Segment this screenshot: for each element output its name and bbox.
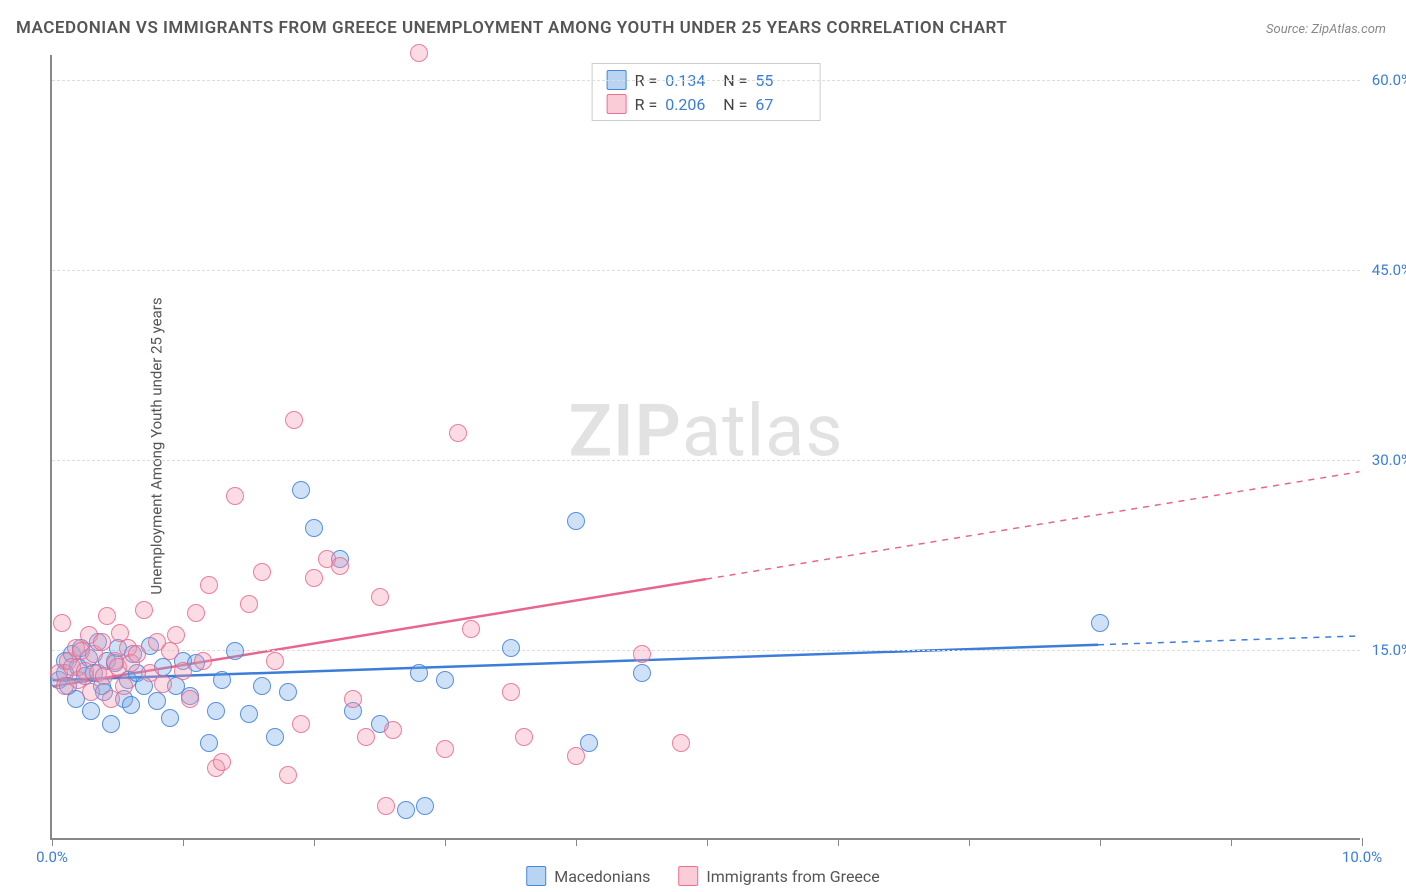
n-value: 67 xyxy=(755,95,805,114)
data-point xyxy=(266,652,284,670)
data-point xyxy=(416,797,434,815)
x-tick xyxy=(1362,838,1363,846)
x-tick-label: 10.0% xyxy=(1342,848,1382,866)
data-point xyxy=(240,595,258,613)
data-point xyxy=(449,424,467,442)
data-point xyxy=(357,728,375,746)
legend-row: R = 0.206 N = 67 xyxy=(607,92,806,116)
data-point xyxy=(292,481,310,499)
data-point xyxy=(371,588,389,606)
data-point xyxy=(128,645,146,663)
data-point xyxy=(567,512,585,530)
data-point xyxy=(1091,614,1109,632)
data-point xyxy=(148,692,166,710)
data-point xyxy=(462,620,480,638)
x-tick xyxy=(183,838,184,846)
y-tick-label: 45.0% xyxy=(1372,261,1406,279)
x-tick xyxy=(52,838,53,846)
data-point xyxy=(93,633,111,651)
data-point xyxy=(633,664,651,682)
data-point xyxy=(502,639,520,657)
data-point xyxy=(167,626,185,644)
data-point xyxy=(502,683,520,701)
data-point xyxy=(344,690,362,708)
gridline xyxy=(52,460,1360,461)
data-point xyxy=(82,702,100,720)
data-point xyxy=(279,683,297,701)
series-legend: Macedonians Immigrants from Greece xyxy=(526,866,880,886)
x-tick xyxy=(576,838,577,846)
n-label: N = xyxy=(723,95,747,114)
data-point xyxy=(253,563,271,581)
data-point xyxy=(200,734,218,752)
x-tick xyxy=(1231,838,1232,846)
data-point xyxy=(305,519,323,537)
legend-swatch xyxy=(678,866,698,886)
y-tick-label: 30.0% xyxy=(1372,451,1406,469)
data-point xyxy=(200,576,218,594)
data-point xyxy=(567,747,585,765)
y-tick-label: 15.0% xyxy=(1372,641,1406,659)
data-point xyxy=(436,671,454,689)
data-point xyxy=(253,677,271,695)
data-point xyxy=(161,709,179,727)
data-point xyxy=(266,728,284,746)
data-point xyxy=(672,734,690,752)
legend-item: Immigrants from Greece xyxy=(678,866,879,886)
data-point xyxy=(213,753,231,771)
y-tick-label: 60.0% xyxy=(1372,71,1406,89)
source-attribution: Source: ZipAtlas.com xyxy=(1266,22,1386,37)
data-point xyxy=(436,740,454,758)
data-point xyxy=(102,715,120,733)
data-point xyxy=(98,607,116,625)
data-point xyxy=(397,801,415,819)
data-point xyxy=(305,569,323,587)
data-point xyxy=(213,671,231,689)
data-point xyxy=(292,715,310,733)
data-point xyxy=(240,705,258,723)
x-tick xyxy=(838,838,839,846)
correlation-legend: R =0.134N =55R =0.206N =67 xyxy=(592,63,821,121)
data-point xyxy=(53,614,71,632)
data-point xyxy=(410,664,428,682)
gridline xyxy=(52,270,1360,271)
data-point xyxy=(279,766,297,784)
data-point xyxy=(226,642,244,660)
data-point xyxy=(377,797,395,815)
data-point xyxy=(515,728,533,746)
data-point xyxy=(285,411,303,429)
data-point xyxy=(181,690,199,708)
legend-label: Macedonians xyxy=(554,867,650,886)
gridline xyxy=(52,80,1360,81)
data-point xyxy=(122,696,140,714)
data-point xyxy=(207,702,225,720)
x-tick xyxy=(1100,838,1101,846)
data-point xyxy=(174,662,192,680)
r-value: 0.206 xyxy=(665,95,715,114)
data-point xyxy=(410,44,428,62)
legend-swatch xyxy=(526,866,546,886)
gridline xyxy=(52,650,1360,651)
data-point xyxy=(194,652,212,670)
x-tick xyxy=(707,838,708,846)
x-tick xyxy=(445,838,446,846)
data-point xyxy=(384,721,402,739)
data-point xyxy=(154,675,172,693)
legend-label: Immigrants from Greece xyxy=(706,867,879,886)
x-tick xyxy=(314,838,315,846)
data-point xyxy=(135,601,153,619)
chart-title: MACEDONIAN VS IMMIGRANTS FROM GREECE UNE… xyxy=(16,18,1007,38)
x-tick xyxy=(969,838,970,846)
data-point xyxy=(82,683,100,701)
data-point xyxy=(633,645,651,663)
x-tick-label: 0.0% xyxy=(36,848,68,866)
r-label: R = xyxy=(635,95,658,114)
legend-swatch xyxy=(607,94,627,114)
plot-area: ZIPatlas R =0.134N =55R =0.206N =67 15.0… xyxy=(50,55,1360,840)
data-point xyxy=(226,487,244,505)
legend-item: Macedonians xyxy=(526,866,650,886)
data-point xyxy=(331,557,349,575)
data-point xyxy=(115,677,133,695)
data-point xyxy=(187,604,205,622)
